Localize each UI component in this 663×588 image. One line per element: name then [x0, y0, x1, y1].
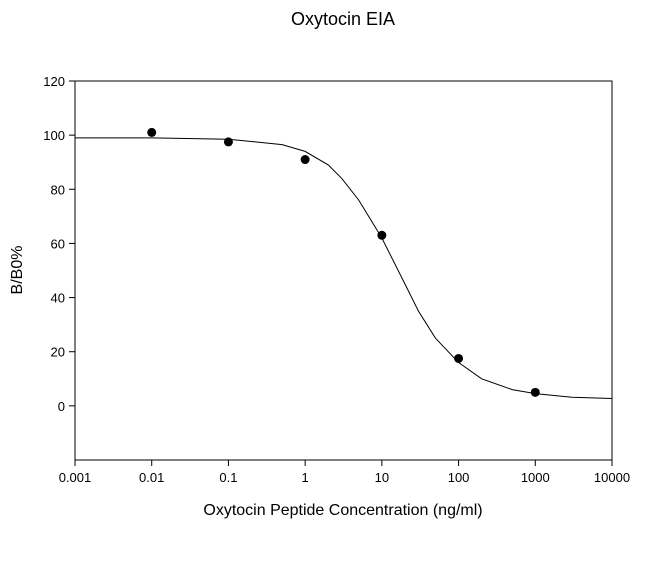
- plot-frame: [74, 80, 613, 461]
- y-tick-label: 60: [51, 236, 65, 251]
- chart-title: Oxytocin EIA: [291, 9, 395, 29]
- x-tick-label: 0.1: [219, 470, 237, 485]
- data-point: [147, 127, 157, 137]
- data-point: [300, 155, 310, 165]
- x-axis-label: Oxytocin Peptide Concentration (ng/ml): [203, 502, 482, 519]
- y-tick-label: 120: [43, 74, 65, 89]
- data-point: [377, 230, 387, 240]
- data-point: [454, 353, 464, 363]
- y-tick-label: 20: [51, 345, 65, 360]
- x-tick-label: 10000: [594, 470, 630, 485]
- y-tick-label: 80: [51, 182, 65, 197]
- y-axis-label: B/B0%: [9, 246, 26, 295]
- y-tick-label: 100: [43, 128, 65, 143]
- y-tick-label: 0: [58, 399, 65, 414]
- x-tick-label: 1000: [521, 470, 550, 485]
- x-tick-label: 0.001: [59, 470, 92, 485]
- x-tick-label: 0.01: [139, 470, 164, 485]
- x-tick-label: 100: [448, 470, 470, 485]
- data-point: [530, 387, 540, 397]
- x-tick-label: 10: [375, 470, 389, 485]
- fit-curve: [75, 137, 613, 400]
- y-tick-label: 40: [51, 291, 65, 306]
- x-tick-label: 1: [302, 470, 309, 485]
